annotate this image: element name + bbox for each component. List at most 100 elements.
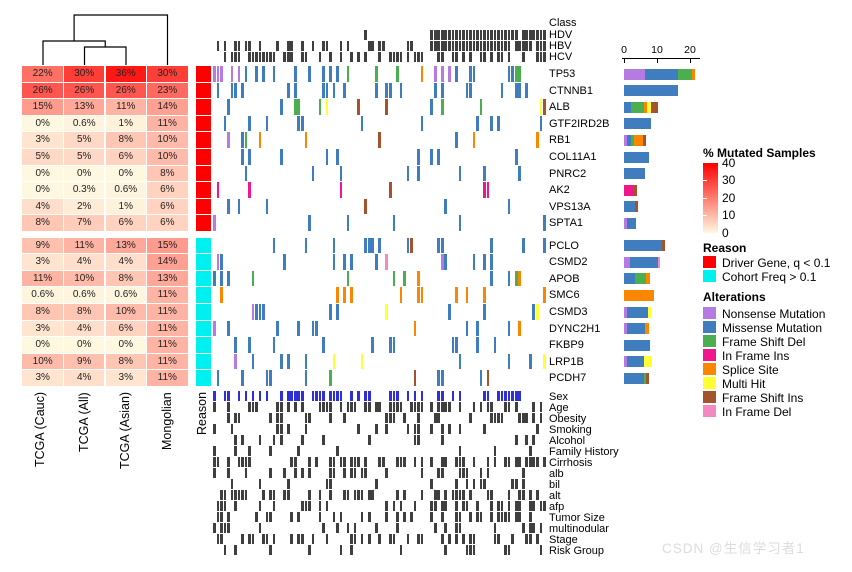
missing-cell [417,545,421,555]
heatmap-cell: 15% [147,237,188,254]
mutation-cell-frame_shift_del [297,99,301,115]
virus-positive-cell [251,51,255,62]
clinical-cell [322,402,325,412]
heatmap-cell: 13% [105,237,147,254]
virus-positive-cell [286,40,290,51]
bar-segment-frame_shift_ins [643,135,646,146]
virus-positive-cell [258,40,262,51]
clinical-cell [392,391,396,401]
clinical-cell [532,457,536,467]
clinical-cell [357,490,360,500]
clinical-cell [525,435,529,445]
virus-positive-cell [258,51,262,62]
clinical-cell [406,424,410,434]
clinical-cell [255,512,258,522]
mutation-cell-frame_shift_del [392,270,396,287]
reason-cell [196,99,211,115]
class-segment-label: MO2 [467,17,489,28]
clinical-cell [493,446,497,456]
mutation-cell-missense [472,254,476,270]
bar-segment-missense [624,240,662,252]
clinical-cell [276,413,279,423]
mutation-cell-missense [455,66,458,82]
clinical-cell [286,391,290,401]
clinical-cell [420,468,424,478]
clinical-cell [371,490,375,500]
mutation-cell-missense [469,82,472,99]
mutation-cell-missense [458,165,462,182]
reason-cell [196,287,211,303]
mutation-cell-missense [525,82,529,99]
mutation-cell-missense [476,320,479,337]
clinical-track-bg [430,413,546,423]
clinical-cell [493,523,497,533]
clinical-cell [234,490,237,500]
reason-cell [196,149,211,165]
mutation-cell-missense [490,237,493,254]
clinical-cell [472,479,476,489]
mutation-cell-missense [367,237,371,254]
clinical-cell [213,446,216,456]
clinical-track-bg [213,545,424,555]
clinical-cell [518,391,522,401]
clinical-cell [230,479,234,489]
heatmap-cell: 5% [22,149,63,165]
virus-positive-cell [437,40,441,51]
clinical-cell [448,534,451,544]
clinical-cell [381,457,385,467]
clinical-cell [476,501,479,511]
clinical-cell [360,534,364,544]
clinical-cell [490,501,493,511]
mutation-cell-missense [448,304,451,320]
heatmap-cell: 4% [63,370,105,386]
clinical-cell [374,424,378,434]
clinical-cell [518,512,522,522]
mutation-cell-missense [308,66,311,82]
gradient-tick [703,215,707,216]
heatmap-cell: 6% [147,182,188,198]
clinical-cell [269,512,272,522]
clinical-cell [283,490,287,500]
clinical-cell [241,457,244,467]
clinical-cell [367,512,371,522]
clinical-cell [269,413,272,423]
clinical-cell [216,534,220,544]
clinical-track-label: Age [549,401,569,414]
mutation-cell-frame_shift_del [244,132,248,148]
clinical-cell [437,490,441,500]
gene-label: APOB [549,272,580,285]
mutation-cell-missense [507,353,511,370]
virus-positive-cell [479,40,483,51]
mutation-cell-missense [389,82,392,99]
virus-positive-cell [318,51,322,62]
clinical-cell [511,534,514,544]
clinical-cell [486,468,490,478]
virus-positive-cell [378,51,382,62]
reason-cell [196,132,211,148]
virus-positive-cell [490,40,493,51]
reason-cell [196,66,211,82]
clinical-cell [346,523,350,533]
clinical-cell [213,457,216,467]
virus-positive-cell [286,51,290,62]
clinical-cell [353,523,357,533]
clinical-cell [444,490,448,500]
clinical-cell [248,446,251,456]
gene-label: PNRC2 [549,167,587,180]
heatmap-cell: 10% [147,149,188,165]
heatmap-cell: 3% [22,132,63,148]
mutation-cell-missense [283,254,287,270]
clinical-cell [403,457,406,467]
bar-segment-multi_hit [647,306,652,318]
mutation-cell-nonsense [448,66,451,82]
mutation-cell-missense [272,237,276,254]
class-segment-label: MO3 [310,17,331,28]
mutation-cell-splice_site [518,270,522,287]
mutation-cell-missense [399,82,403,99]
virus-positive-cell [420,51,424,62]
clinical-cell [528,501,532,511]
clinical-cell [417,413,420,423]
clinical-cell [223,523,227,533]
virus-positive-cell [504,29,507,40]
clinical-track-bg [430,435,546,445]
